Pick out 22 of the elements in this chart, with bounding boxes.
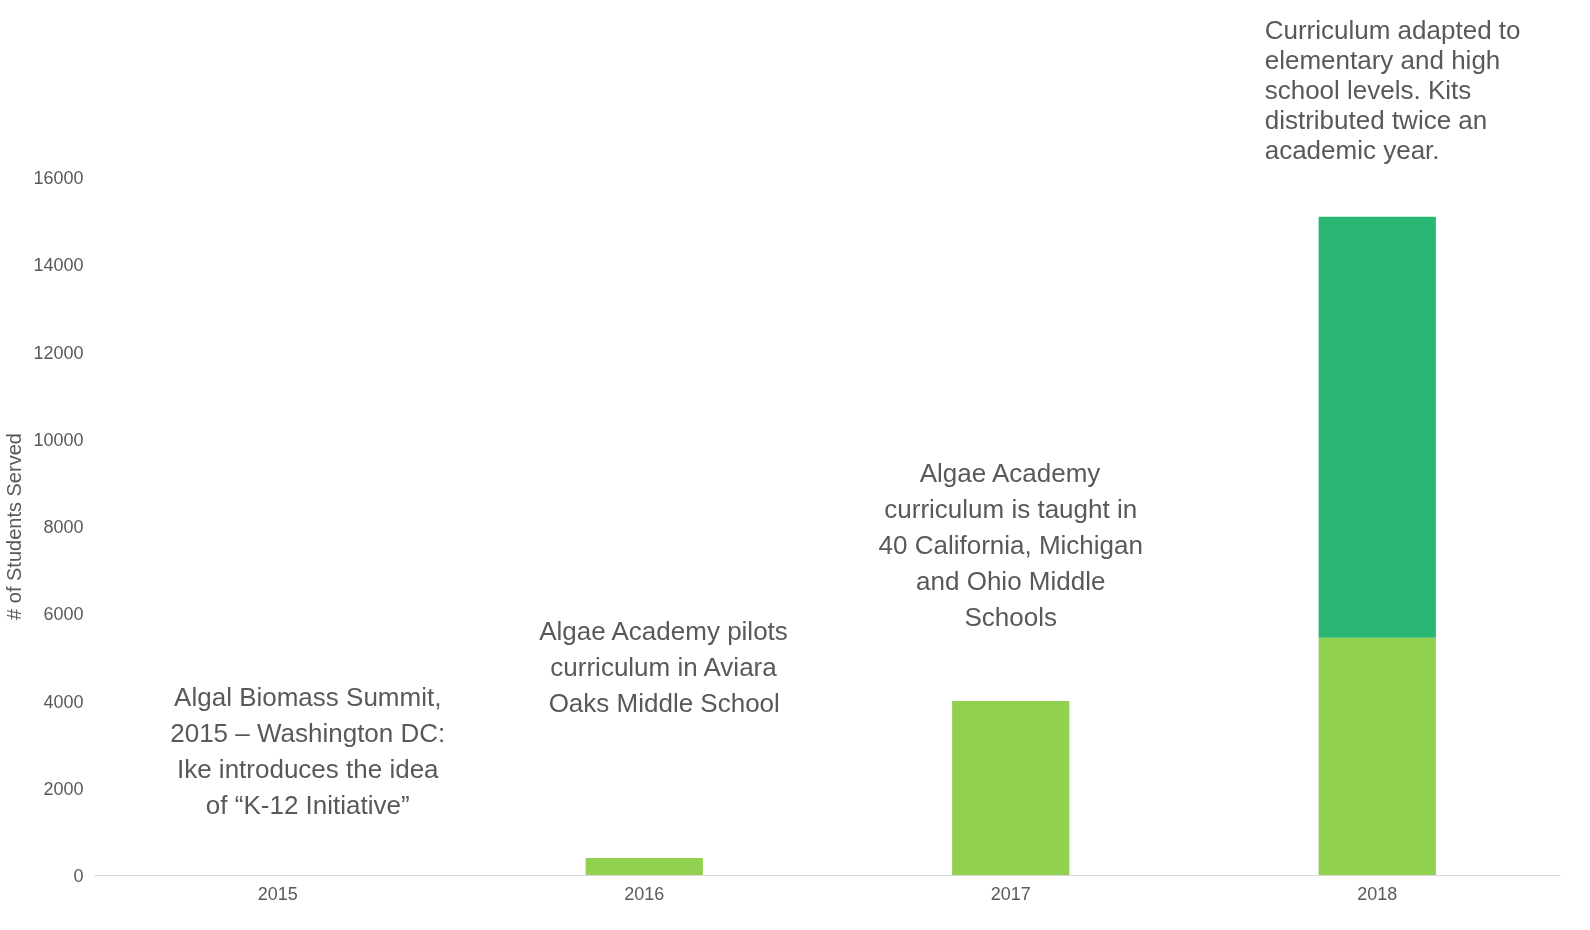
y-tick-label: 8000 xyxy=(43,517,84,537)
y-tick-label: 2000 xyxy=(43,778,84,799)
y-tick-label: 10000 xyxy=(33,429,84,450)
x-tick-label: 2017 xyxy=(990,883,1031,904)
bar xyxy=(1318,216,1436,638)
y-tick-label: 0 xyxy=(73,866,84,886)
y-tick-label: 6000 xyxy=(43,604,84,625)
bar xyxy=(1318,637,1436,876)
y-tick-label: 14000 xyxy=(33,255,84,276)
y-tick-label: 4000 xyxy=(43,691,84,712)
annotation: Algae Academy pilots curriculum in Aviara Oaks Middle School xyxy=(539,615,788,718)
y-tick-label: 16000 xyxy=(33,168,84,188)
annotation: Algal Biomass Summit, 2015 – Washington DC: Ike introduces the idea of “K-12 Initiative” xyxy=(170,681,446,820)
y-tick-label: 12000 xyxy=(33,342,84,363)
annotation: Algae Academy curriculum is taught in 40 California, Michigan and Ohio Middle Schools xyxy=(878,457,1143,632)
x-tick-label: 2015 xyxy=(257,883,298,904)
x-tick-label: 2018 xyxy=(1357,883,1398,904)
y-axis-title: # of Students Served xyxy=(3,433,26,620)
text: Curriculum adapted to elementary and high school levels. Kits distributed twice an academic year. xyxy=(1264,15,1521,165)
bar xyxy=(585,858,703,876)
bar xyxy=(952,701,1070,876)
x-tick-label: 2016 xyxy=(624,883,665,904)
